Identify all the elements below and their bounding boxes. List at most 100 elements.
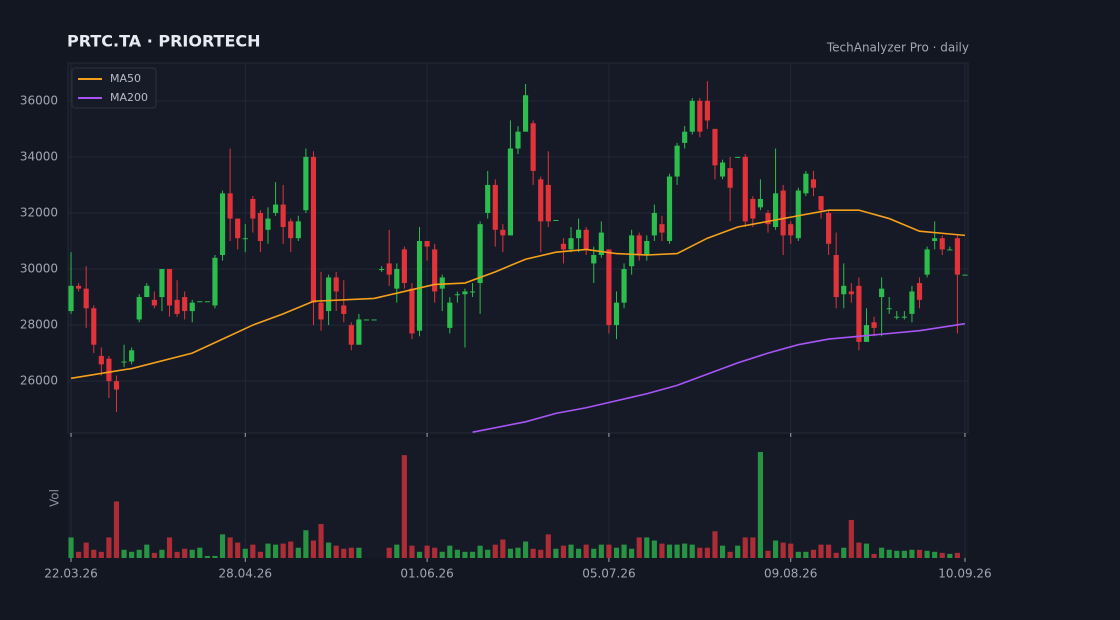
volume-label: Vol: [48, 489, 62, 507]
candle-body: [560, 243, 567, 250]
candle-body: [932, 238, 938, 241]
volume-bar: [894, 550, 900, 558]
volume-bar: [886, 549, 892, 558]
candle-body: [553, 219, 559, 221]
y-tick-label: 36000: [20, 93, 58, 107]
volume-bar: [932, 551, 938, 558]
candle-body: [727, 168, 733, 188]
candle-body: [538, 179, 544, 222]
volume-bar: [810, 549, 817, 558]
volume-bar: [727, 551, 733, 558]
volume-bar: [765, 550, 771, 558]
candle-body: [773, 193, 779, 227]
candle-body: [424, 240, 430, 247]
candle-body: [295, 221, 301, 239]
candle-body: [492, 184, 498, 230]
volume-bar: [750, 537, 756, 558]
volume-bar: [545, 534, 551, 558]
volume-bar: [485, 549, 491, 558]
candle-body: [788, 224, 794, 236]
volume-bar: [576, 548, 582, 558]
candle-body: [856, 285, 862, 342]
candle-body: [810, 179, 817, 188]
candle-body: [303, 156, 309, 211]
candle-body: [326, 277, 332, 312]
volume-bar: [219, 534, 226, 558]
candle-body: [909, 291, 915, 314]
y-tick-label: 28000: [20, 318, 58, 332]
volume-bar: [341, 548, 347, 558]
candle-body: [515, 131, 521, 149]
ma-line: [472, 322, 966, 433]
candle-body: [121, 361, 127, 363]
candle-body: [886, 308, 892, 310]
candle-body: [629, 235, 635, 267]
volume-bar: [909, 549, 915, 558]
candle-body: [409, 288, 415, 334]
ma-line: [70, 209, 966, 380]
candle-body: [719, 162, 726, 177]
candle-body: [242, 238, 248, 240]
x-tick-label: 01.06.26: [400, 567, 453, 581]
candle-body: [863, 325, 870, 342]
volume-bar: [606, 544, 612, 558]
volume-bar: [227, 537, 233, 558]
candle-body: [197, 301, 203, 303]
candle-body: [106, 358, 112, 382]
volume-bar: [409, 545, 415, 558]
candle-body: [447, 302, 453, 328]
candle-body: [98, 355, 104, 365]
candle-body: [227, 193, 233, 219]
candle-body: [939, 238, 945, 250]
candle-body: [379, 269, 385, 271]
volume-bar: [416, 551, 423, 558]
candles: [68, 81, 968, 412]
candle-body: [818, 196, 824, 211]
volume-bar: [697, 547, 703, 558]
candle-body: [848, 291, 854, 295]
candle-body: [159, 269, 165, 298]
candle-body: [318, 302, 324, 320]
candle-body: [613, 302, 620, 326]
volume-bar: [742, 537, 748, 558]
volume-bar: [613, 547, 620, 558]
candle-body: [765, 212, 771, 225]
volume-bar: [68, 537, 74, 558]
volume-bar: [159, 549, 165, 558]
volume-bar: [212, 555, 218, 558]
candle-body: [954, 238, 960, 275]
candle-body: [697, 100, 703, 132]
volume-bar: [856, 542, 862, 558]
y-tick-label: 30000: [20, 262, 58, 276]
volume-bar: [947, 553, 953, 558]
volume-bar: [841, 547, 847, 558]
volume-bar: [174, 551, 180, 558]
volume-bar: [333, 545, 339, 558]
volume-bar: [469, 551, 476, 558]
volume-bar: [538, 549, 544, 558]
candle-body: [523, 95, 529, 132]
candle-body: [439, 277, 445, 289]
candle-body: [901, 316, 907, 318]
volume-bar: [432, 547, 438, 558]
candle-body: [386, 263, 392, 275]
candle-body: [704, 100, 710, 121]
volume-bar: [326, 542, 332, 558]
candle-body: [894, 316, 900, 318]
volume-bar: [204, 555, 210, 558]
x-tick-label: 05.07.26: [582, 567, 635, 581]
candle-body: [166, 269, 173, 306]
volume-bar: [257, 551, 263, 558]
candle-body: [477, 224, 483, 284]
candle-body: [606, 249, 612, 326]
volume-bar: [401, 455, 407, 558]
volume-bar: [568, 544, 574, 558]
volume-bar: [295, 547, 301, 558]
volume-bar: [636, 537, 642, 558]
volume-bar: [424, 545, 430, 558]
price-pane: [67, 62, 969, 434]
candle-body: [76, 285, 82, 289]
candle-body: [757, 198, 763, 208]
volume-bar: [447, 545, 453, 558]
volume-bar: [76, 551, 82, 558]
